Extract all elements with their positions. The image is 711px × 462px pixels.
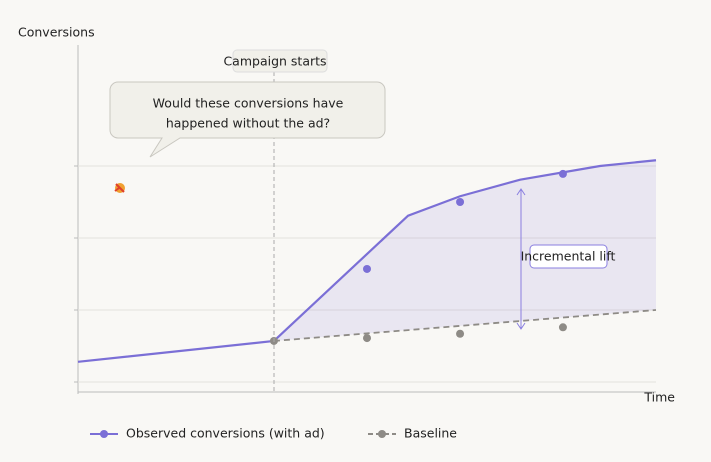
data-point (558, 323, 567, 332)
data-point (363, 264, 371, 273)
series-line (273, 309, 657, 342)
callout-bubble (109, 81, 386, 158)
lift-area (273, 160, 656, 341)
icon (114, 183, 125, 193)
campaign-label: Campaign starts (223, 54, 326, 69)
data-point (363, 334, 371, 343)
legend-swatch-dot (100, 430, 108, 438)
callout-line: Would these conversions have (153, 96, 344, 111)
legend-label: Observed conversions (with ad) (126, 426, 325, 441)
legend-label: Baseline (404, 426, 457, 441)
lift-label: Incremental lift (521, 249, 616, 264)
data-point (456, 198, 465, 206)
campaign-box (232, 49, 328, 73)
lift-box (529, 244, 608, 269)
x-axis-label: Time (643, 390, 675, 405)
callout-line: happened without the ad? (166, 116, 330, 131)
y-axis-label: Conversions (18, 25, 95, 40)
legend-swatch-dot (378, 430, 386, 438)
lift-arrow (516, 188, 526, 330)
data-point (558, 169, 567, 178)
data-point (456, 329, 465, 338)
